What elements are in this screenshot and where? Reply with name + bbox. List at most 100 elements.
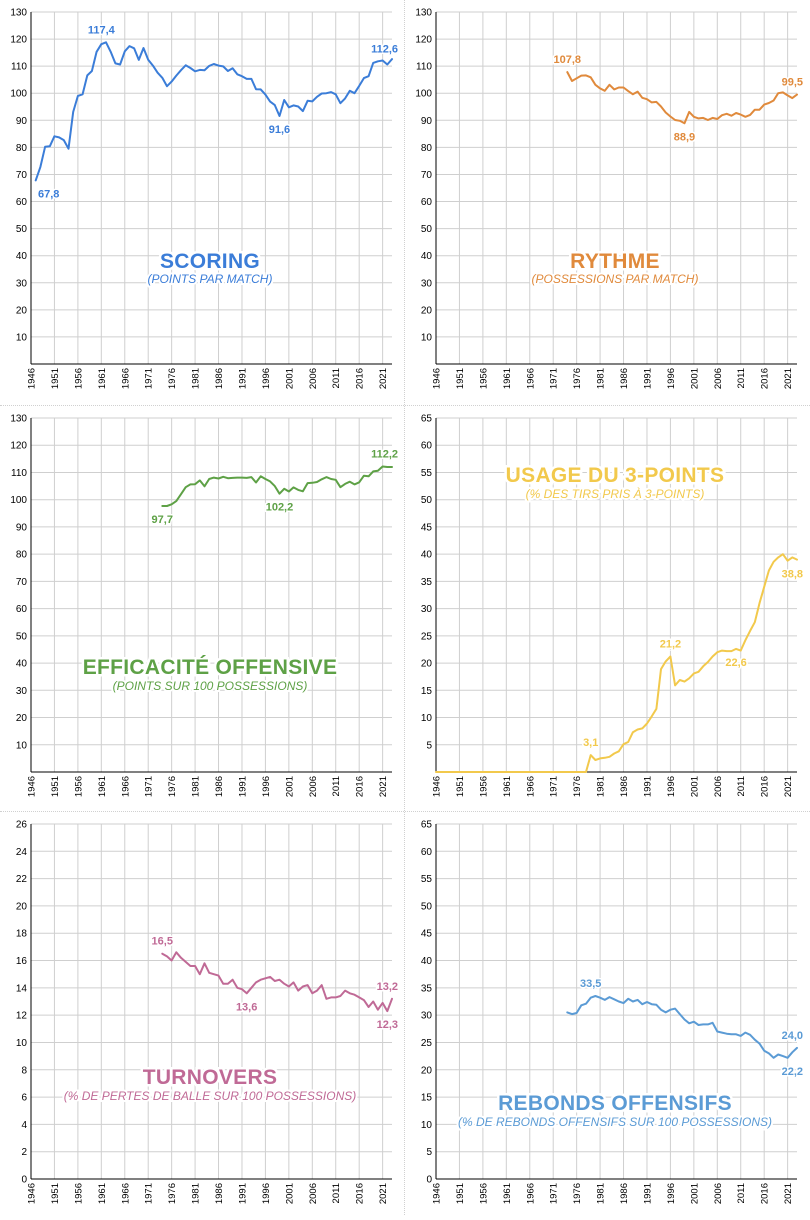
y-tick-label: 40 [16,659,28,670]
data-label: 67,8 [38,188,59,200]
y-tick-label: 20 [16,901,28,912]
x-tick-label: 2006 [308,368,319,389]
y-tick-label: 0 [21,1175,27,1186]
y-tick-label: 90 [16,522,28,533]
y-tick-label: 50 [421,901,433,912]
x-tick-label: 1951 [455,1183,466,1204]
series-line [566,71,798,125]
data-label: 107,8 [554,54,582,66]
x-tick-label: 2011 [331,776,342,796]
x-tick-label: 1976 [167,368,178,389]
y-tick-label: 8 [21,1065,27,1076]
x-tick-label: 1981 [596,776,607,797]
y-tick-label: 40 [16,251,28,262]
x-tick-label: 1966 [525,368,536,389]
y-tick-label: 110 [11,468,27,479]
x-tick-label: 1961 [97,776,108,797]
x-tick-label: 1966 [120,368,131,389]
y-tick-label: 22 [16,874,28,885]
y-tick-label: 90 [16,116,28,127]
data-label: 21,2 [660,639,681,651]
data-label: 33,5 [580,978,601,990]
y-tick-label: 2 [21,1147,27,1158]
x-tick-label: 1961 [502,1183,513,1204]
x-tick-label: 2021 [378,776,389,797]
x-tick-label: 1951 [455,776,466,797]
y-tick-label: 65 [421,820,433,831]
chart-title: TURNOVERS [143,1066,278,1089]
y-tick-label: 5 [426,1147,432,1158]
vertical-divider [404,0,405,1215]
horizontal-divider-1 [0,405,810,406]
x-tick-label: 1956 [478,368,489,389]
x-tick-label: 2011 [736,1183,747,1203]
chart-subtitle: (POINTS PAR MATCH) [148,272,273,286]
data-label: 112,2 [371,448,398,460]
y-tick-label: 20 [421,305,433,316]
data-label: 3,1 [583,737,598,749]
horizontal-divider-2 [0,811,810,812]
x-tick-label: 1991 [642,1183,653,1204]
x-tick-label: 1986 [619,776,630,797]
x-tick-label: 1996 [666,776,677,797]
x-tick-label: 2016 [355,776,366,797]
x-tick-label: 2001 [689,1183,700,1204]
x-tick-label: 1966 [525,776,536,797]
x-tick-label: 1971 [549,368,560,389]
x-tick-label: 1956 [73,368,84,389]
y-tick-label: 60 [16,604,28,615]
x-tick-label: 1976 [167,776,178,797]
y-tick-label: 110 [416,62,432,73]
y-tick-label: 120 [10,441,27,452]
y-tick-label: 10 [421,713,433,724]
x-tick-label: 1961 [97,368,108,389]
y-tick-label: 65 [421,414,433,425]
y-tick-label: 60 [421,197,433,208]
x-tick-label: 2011 [736,776,747,796]
data-label: 38,8 [782,569,803,581]
y-tick-label: 26 [16,820,28,831]
x-tick-label: 1971 [549,776,560,797]
y-tick-label: 12 [16,1011,28,1022]
y-tick-label: 110 [11,62,27,73]
y-tick-label: 40 [421,550,433,561]
y-tick-label: 70 [16,577,28,588]
x-tick-label: 1951 [455,368,466,389]
y-tick-label: 0 [426,1175,432,1186]
x-tick-label: 1976 [572,776,583,797]
x-tick-label: 2016 [760,1183,771,1204]
x-tick-label: 1981 [596,1183,607,1204]
x-tick-label: 1991 [237,368,248,389]
y-tick-label: 10 [16,1038,28,1049]
x-tick-label: 1971 [549,1183,560,1204]
x-tick-label: 1961 [97,1183,108,1204]
x-tick-label: 1946 [432,1183,443,1204]
y-tick-label: 55 [421,874,433,885]
y-tick-label: 70 [16,170,28,181]
x-tick-label: 2011 [736,368,747,388]
data-label: 102,2 [266,502,294,514]
series-line [435,553,798,773]
x-tick-label: 1996 [666,368,677,389]
data-label: 22,2 [782,1066,803,1078]
y-tick-label: 20 [421,659,433,670]
y-tick-label: 50 [421,224,433,235]
x-tick-label: 1986 [214,1183,225,1204]
x-tick-label: 1986 [214,776,225,797]
data-label: 97,7 [152,514,173,526]
series-line [566,995,798,1059]
chart-rebonds-offensifs: 0 5 10 15 20 25 30 35 40 45 50 55 60 65 1946 1951 1956 19… [405,812,810,1215]
y-tick-label: 40 [421,956,433,967]
x-tick-label: 2016 [355,368,366,389]
x-tick-label: 2006 [308,776,319,797]
chart-svg: 10 20 30 40 50 60 70 80 90 100 110 120 130 1946 1951 19… [10,8,399,390]
y-tick-label: 50 [421,495,433,506]
chart-efficacite-offensive: 10 20 30 40 50 60 70 80 90 100 110 120 130 1946 1951 19… [0,406,404,811]
x-tick-label: 1956 [478,776,489,797]
x-tick-label: 1966 [120,1183,131,1204]
y-tick-label: 55 [421,468,433,479]
y-tick-label: 25 [421,1038,433,1049]
series-line [161,951,393,1013]
